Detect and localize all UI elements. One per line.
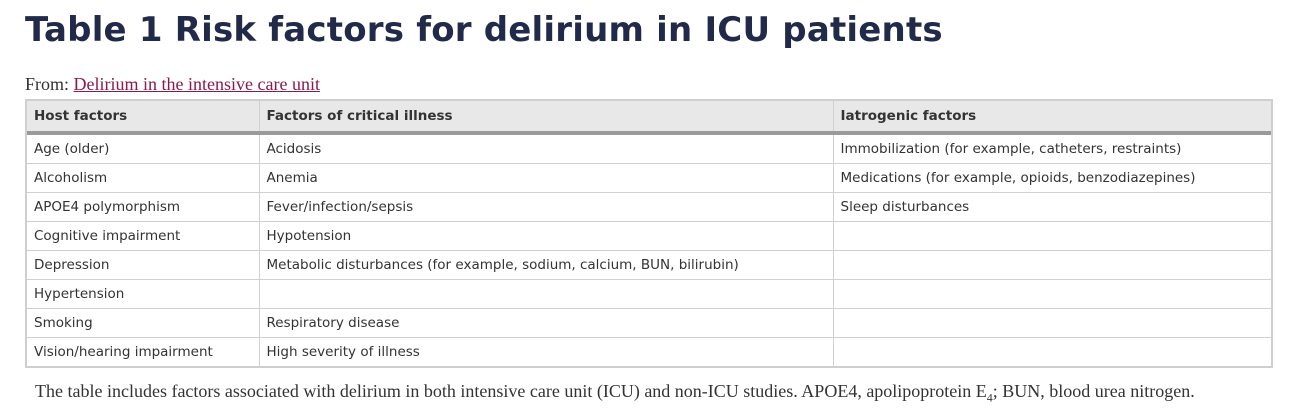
table-row: Cognitive impairment Hypotension bbox=[27, 221, 1271, 251]
from-label: From: bbox=[25, 74, 70, 94]
table-cell bbox=[259, 279, 834, 309]
table-row: APOE4 polymorphism Fever/infection/sepsi… bbox=[27, 192, 1271, 222]
table-cell: Hypertension bbox=[27, 279, 260, 309]
source-article-link[interactable]: Delirium in the intensive care unit bbox=[73, 74, 320, 94]
table-cell: Depression bbox=[27, 250, 260, 280]
table-cell bbox=[833, 279, 1271, 309]
table-cell: Fever/infection/sepsis bbox=[259, 192, 834, 222]
table-cell: Age (older) bbox=[27, 133, 260, 164]
table-row: Depression Metabolic disturbances (for e… bbox=[27, 250, 1271, 280]
table-cell: Immobilization (for example, catheters, … bbox=[833, 133, 1271, 164]
risk-factors-table: Host factors Factors of critical illness… bbox=[27, 101, 1271, 366]
footnote-text-end: ; BUN, blood urea nitrogen. bbox=[992, 381, 1195, 401]
table-row: Age (older) Acidosis Immobilization (for… bbox=[27, 133, 1271, 164]
page-title: Table 1 Risk factors for delirium in ICU… bbox=[25, 10, 943, 50]
header-critical-illness-factors: Factors of critical illness bbox=[259, 101, 834, 135]
table-footnote: The table includes factors associated wi… bbox=[35, 381, 1195, 406]
table-cell bbox=[833, 338, 1271, 367]
table-row: Alcoholism Anemia Medications (for examp… bbox=[27, 163, 1271, 193]
footnote-subscript: 4 bbox=[986, 390, 993, 405]
table-cell: APOE4 polymorphism bbox=[27, 192, 260, 222]
table-cell bbox=[833, 221, 1271, 251]
table-cell bbox=[833, 308, 1271, 338]
table-cell: Respiratory disease bbox=[259, 308, 834, 338]
table-row: Smoking Respiratory disease bbox=[27, 308, 1271, 338]
source-line: From: Delirium in the intensive care uni… bbox=[25, 74, 320, 95]
table-row: Vision/hearing impairment High severity … bbox=[27, 337, 1271, 367]
table-row: Hypertension bbox=[27, 279, 1271, 309]
table-cell bbox=[833, 250, 1271, 280]
table-cell: Smoking bbox=[27, 308, 260, 338]
table-cell: High severity of illness bbox=[259, 337, 834, 366]
table-cell: Anemia bbox=[259, 163, 834, 193]
table-cell: Medications (for example, opioids, benzo… bbox=[833, 163, 1271, 193]
table-cell: Acidosis bbox=[259, 133, 834, 164]
table-header-row: Host factors Factors of critical illness… bbox=[27, 101, 1271, 135]
header-iatrogenic-factors: Iatrogenic factors bbox=[833, 101, 1271, 135]
table-cell: Alcoholism bbox=[27, 163, 260, 193]
table-cell: Cognitive impairment bbox=[27, 221, 260, 251]
table-cell: Vision/hearing impairment bbox=[27, 337, 260, 366]
table-cell: Metabolic disturbances (for example, sod… bbox=[259, 250, 834, 280]
header-host-factors: Host factors bbox=[27, 101, 260, 135]
footnote-text: The table includes factors associated wi… bbox=[35, 381, 987, 401]
table-cell: Hypotension bbox=[259, 221, 834, 251]
table-cell: Sleep disturbances bbox=[833, 192, 1271, 222]
risk-factors-table-container: Host factors Factors of critical illness… bbox=[25, 99, 1273, 368]
